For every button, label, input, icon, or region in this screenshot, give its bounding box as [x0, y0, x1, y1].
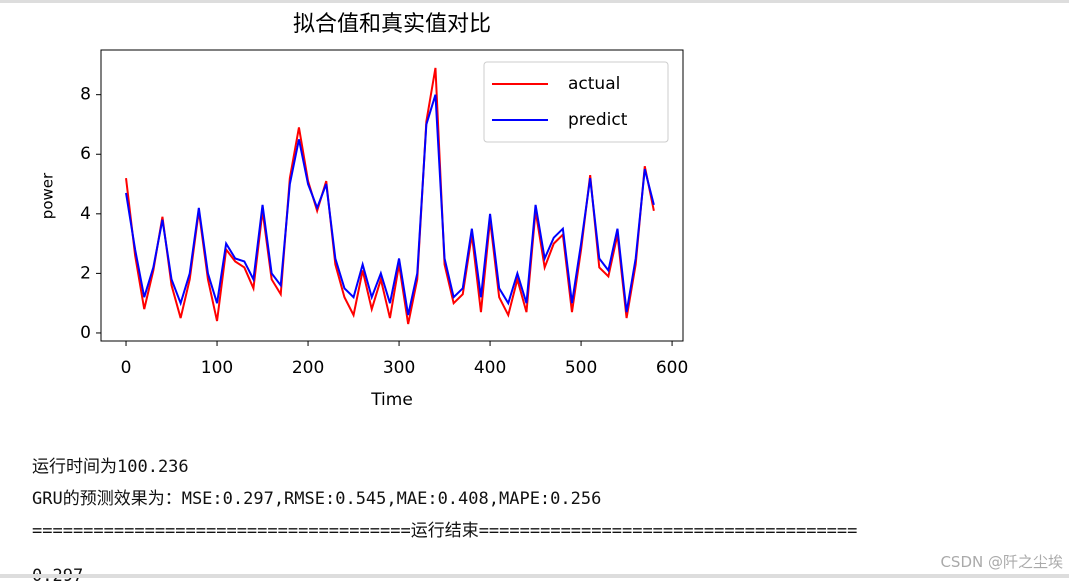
- x-tick-label: 100: [201, 358, 233, 378]
- x-tick-label: 500: [565, 358, 597, 378]
- x-tick-label: 600: [656, 358, 688, 378]
- x-axis-label: Time: [370, 390, 413, 410]
- legend-label: actual: [568, 74, 620, 94]
- y-tick-label: 4: [80, 204, 91, 224]
- watermark: CSDN @阡之尘埃: [940, 553, 1063, 571]
- plot-frame: [100, 49, 684, 342]
- x-tick-label: 0: [121, 358, 132, 378]
- x-tick-label: 400: [474, 358, 506, 378]
- output-line: 运行时间为100.236: [32, 457, 189, 477]
- y-axis-label: power: [39, 172, 57, 219]
- output-line: =====================================运行结…: [32, 521, 858, 541]
- bottom-border: [0, 574, 1069, 578]
- top-border: [0, 0, 1069, 3]
- y-tick-label: 2: [80, 263, 91, 283]
- y-tick-label: 8: [80, 85, 91, 105]
- legend-label: predict: [568, 110, 628, 130]
- output-line: GRU的预测效果为：MSE:0.297,RMSE:0.545,MAE:0.408…: [32, 489, 602, 509]
- x-tick-label: 300: [383, 358, 415, 378]
- chart: 拟合值和真实值对比 Time power 0 100 200 300 400 500 600…: [39, 12, 689, 410]
- y-tick-label: 0: [80, 323, 91, 343]
- legend-box: [483, 61, 669, 143]
- chart-title: 拟合值和真实值对比: [293, 12, 491, 37]
- y-tick-label: 6: [80, 144, 91, 164]
- line: [125, 94, 655, 316]
- x-tick-label: 200: [292, 358, 324, 378]
